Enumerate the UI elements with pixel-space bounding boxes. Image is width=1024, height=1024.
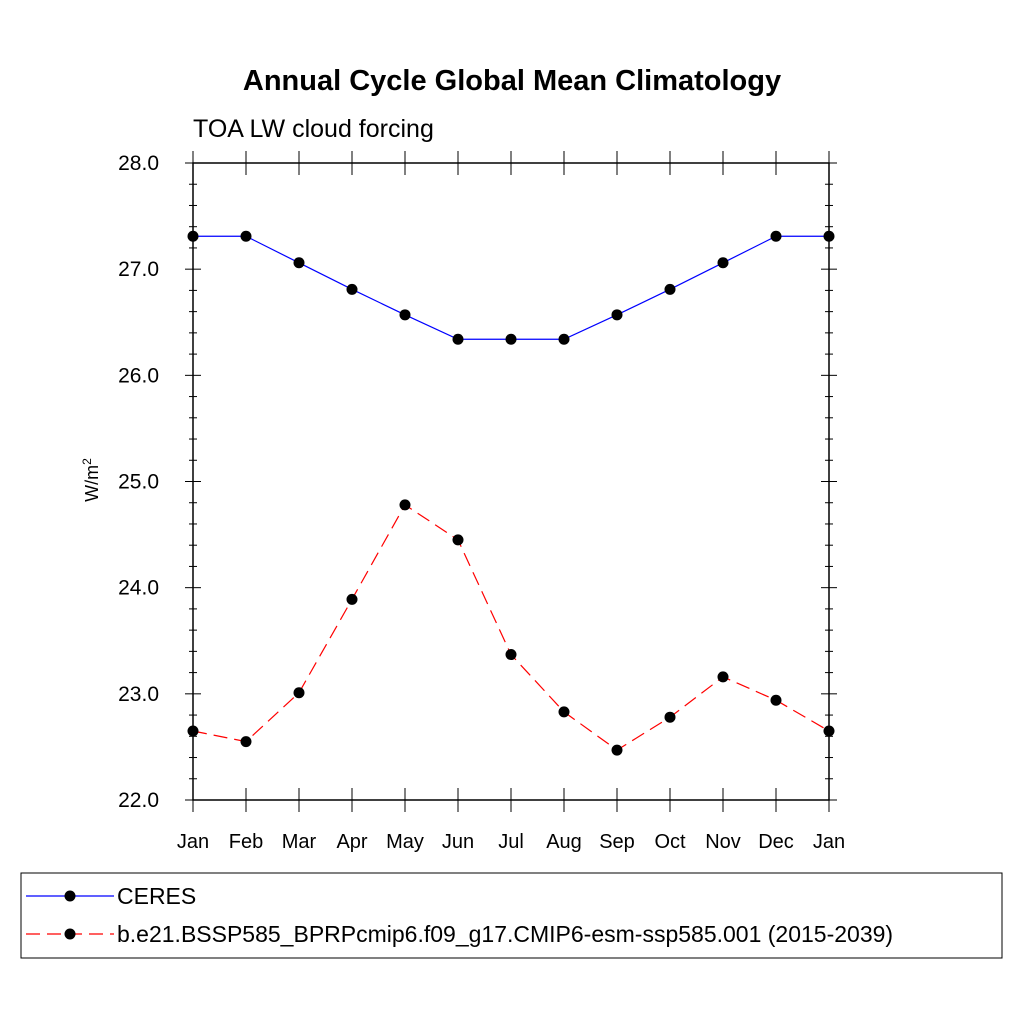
- legend-entry-1: CERES: [26, 883, 196, 909]
- x-tick-label: Oct: [654, 831, 686, 853]
- y-tick-label: 25.0: [118, 471, 159, 494]
- chart-title: Annual Cycle Global Mean Climatology: [243, 65, 781, 97]
- chart-subtitle: TOA LW cloud forcing: [193, 115, 434, 143]
- y-tick-label: 27.0: [118, 258, 159, 281]
- data-point: [770, 230, 782, 242]
- data-point: [293, 257, 305, 269]
- data-point: [717, 257, 729, 269]
- data-point: [505, 649, 517, 661]
- series-1: [187, 230, 835, 345]
- x-tick-label: Nov: [705, 831, 741, 853]
- y-tick-labels: 22.0 23.0 24.0 25.0 26.0 27.0 28.0: [118, 152, 159, 812]
- data-point: [452, 333, 464, 345]
- plot-frame: [192, 162, 830, 801]
- legend-entries: CERES b.e21.BSSP585_BPRPcmip6.f09_g17.CMI…: [26, 883, 893, 947]
- x-tick-label: Jul: [498, 831, 524, 853]
- data-point: [505, 333, 517, 345]
- series-line: [192, 504, 830, 751]
- x-tick-label: May: [386, 831, 424, 853]
- data-point: [558, 333, 570, 345]
- x-tick-label: Mar: [282, 831, 317, 853]
- y-axis-label-text: W/m: [82, 465, 102, 502]
- y-tick-label: 23.0: [118, 683, 159, 706]
- legend-label: b.e21.BSSP585_BPRPcmip6.f09_g17.CMIP6-es…: [117, 921, 893, 947]
- data-point: [558, 706, 570, 718]
- x-tick-label: Dec: [758, 831, 794, 853]
- x-tick-label: Jun: [442, 831, 474, 853]
- data-point: [240, 736, 252, 748]
- data-point: [346, 283, 358, 295]
- legend-box: [20, 872, 1003, 959]
- data-point: [293, 687, 305, 699]
- data-point: [664, 711, 676, 723]
- x-tick-label: Jan: [177, 831, 209, 853]
- y-tick-label: 26.0: [118, 364, 159, 387]
- y-axis-label: W/m2: [80, 458, 102, 502]
- x-tick-label: Jan: [813, 831, 845, 853]
- y-tick-label: 22.0: [118, 789, 159, 812]
- x-tick-label: Aug: [546, 831, 582, 853]
- x-tick-label: Sep: [599, 831, 635, 853]
- data-point: [770, 694, 782, 706]
- data-point: [240, 230, 252, 242]
- data-point: [611, 309, 623, 321]
- legend: CERES b.e21.BSSP585_BPRPcmip6.f09_g17.CMI…: [20, 872, 1003, 959]
- y-tick-label: 24.0: [118, 577, 159, 600]
- x-tick-labels: Jan Feb Mar Apr May Jun Jul Aug Sep Oct Nov Dec Jan: [177, 831, 845, 853]
- data-point: [664, 283, 676, 295]
- legend-marker: [64, 890, 76, 902]
- series-line: [193, 235, 829, 340]
- data-point: [399, 309, 411, 321]
- data-point: [399, 499, 411, 511]
- data-point: [611, 744, 623, 756]
- axis-ticks: [185, 151, 837, 812]
- legend-label: CERES: [117, 883, 196, 909]
- data-point: [346, 593, 358, 605]
- series-2: [187, 499, 835, 756]
- legend-entry-2: b.e21.BSSP585_BPRPcmip6.f09_g17.CMIP6-es…: [26, 921, 893, 947]
- x-tick-label: Apr: [336, 831, 367, 853]
- data-point: [452, 534, 464, 546]
- y-tick-label: 28.0: [118, 152, 159, 175]
- legend-marker: [64, 928, 76, 940]
- series-layer: [187, 230, 835, 756]
- y-axis-label-superscript: 2: [80, 458, 94, 465]
- x-tick-label: Feb: [229, 831, 263, 853]
- data-point: [717, 671, 729, 683]
